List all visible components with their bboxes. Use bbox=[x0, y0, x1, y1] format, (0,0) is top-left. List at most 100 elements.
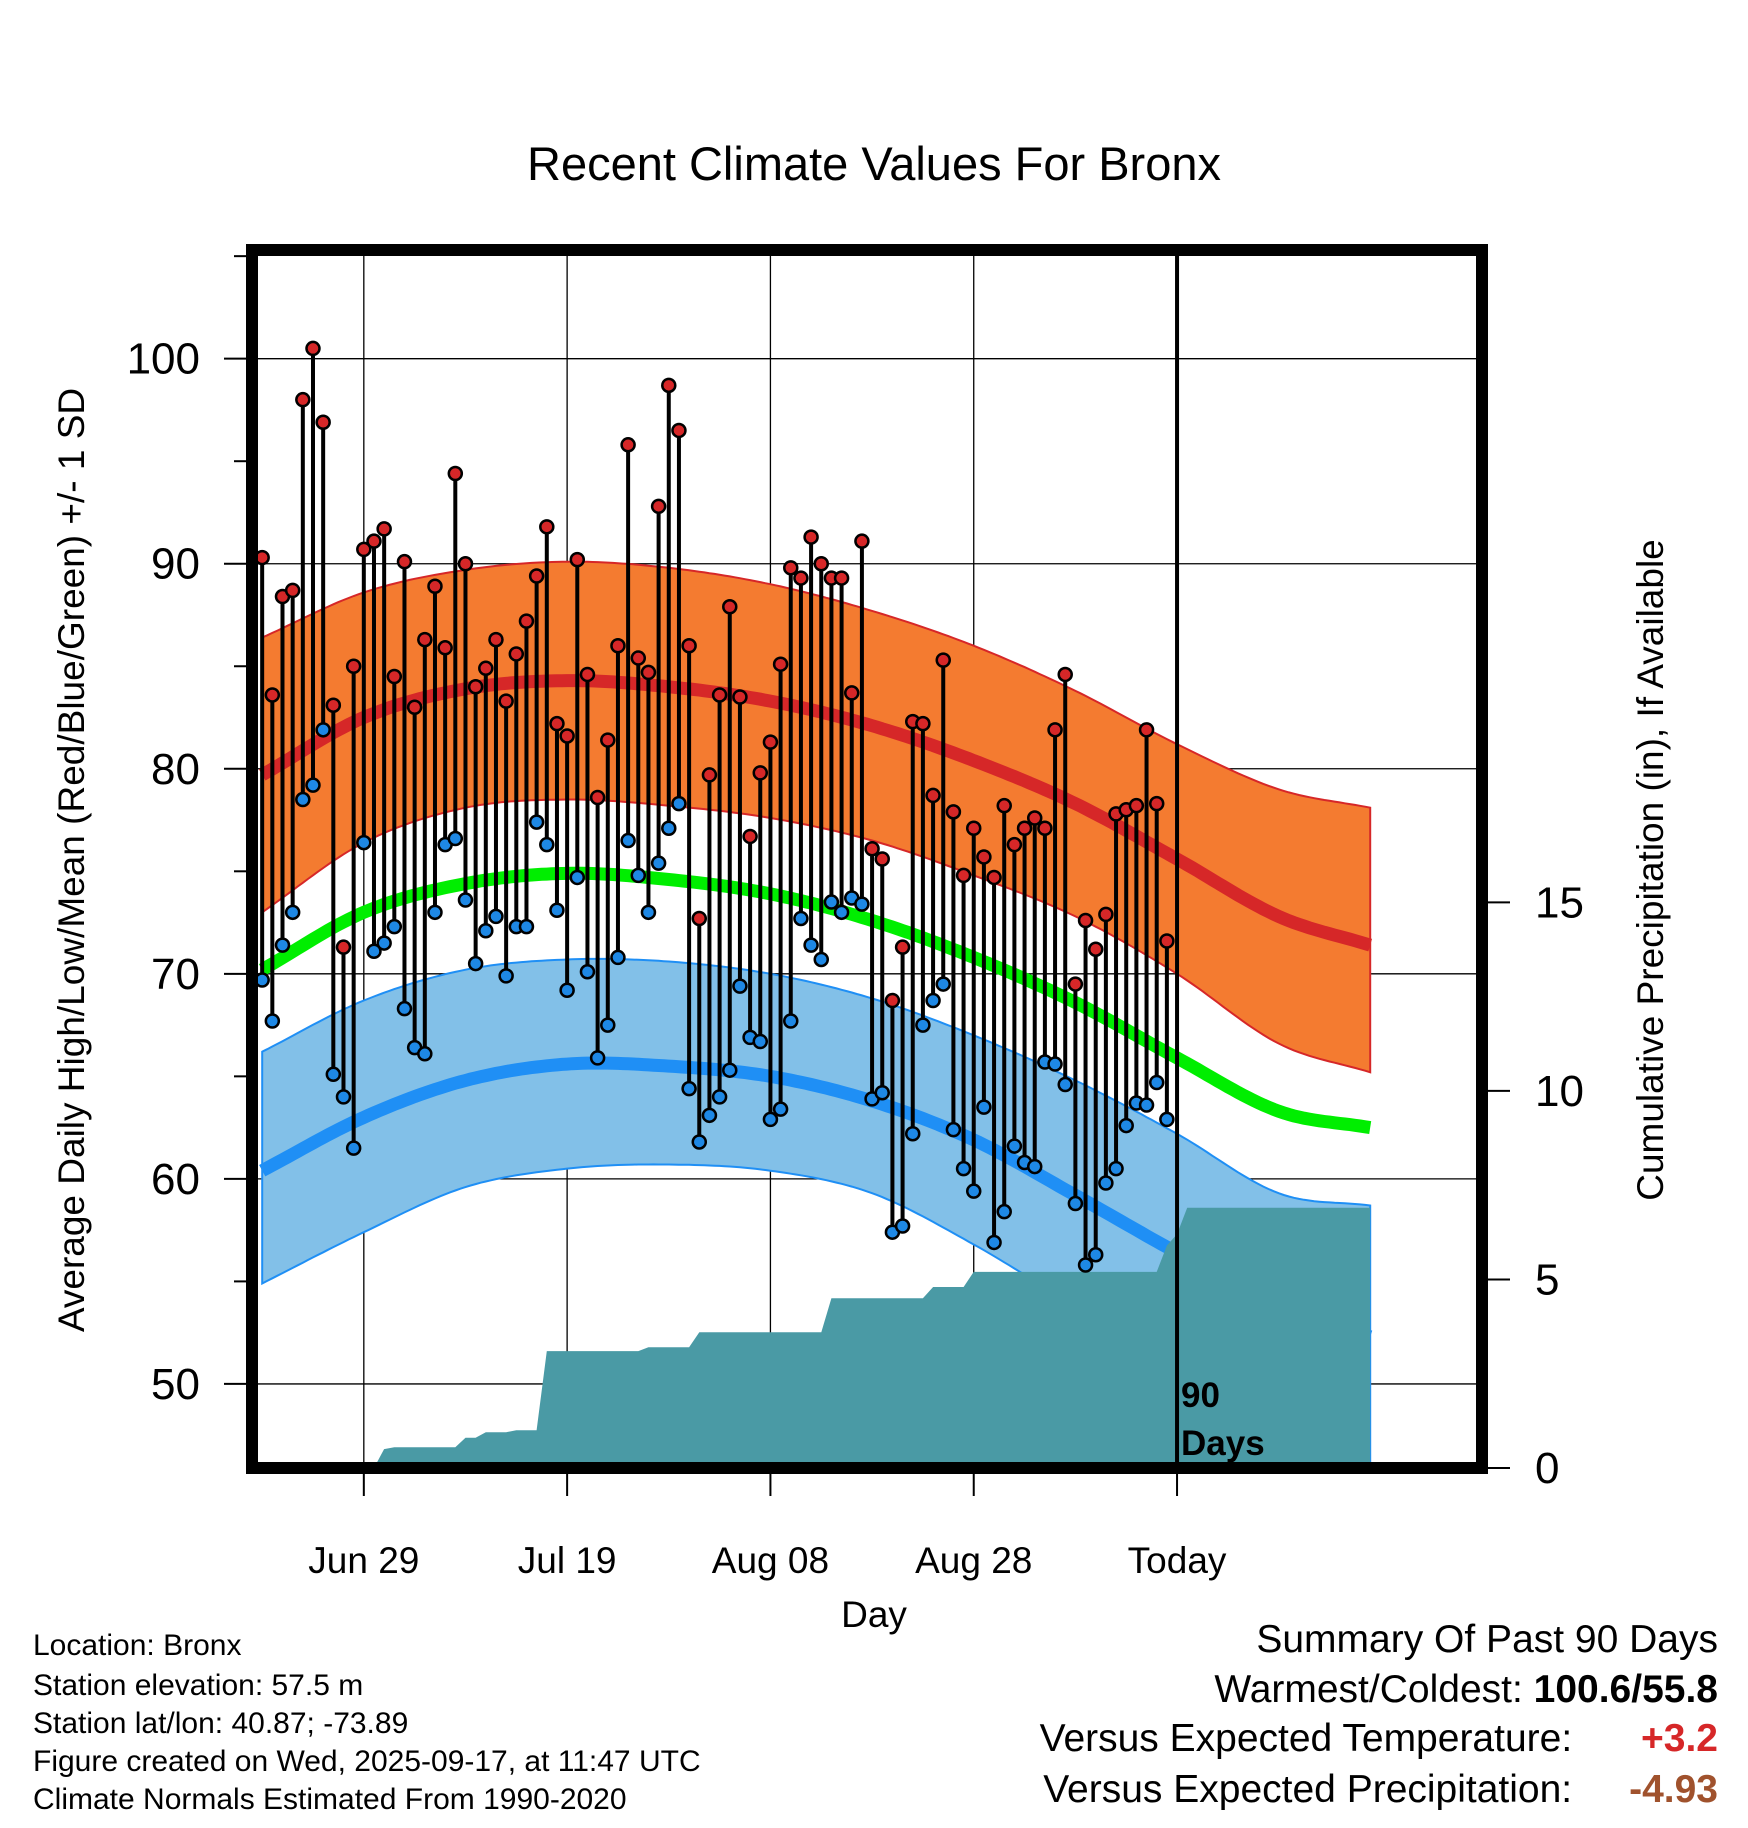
low-point bbox=[376, 935, 392, 951]
high-point bbox=[884, 992, 901, 1009]
info-location: Location: Bronx bbox=[33, 1629, 242, 1662]
high-point bbox=[752, 765, 769, 781]
low-point bbox=[467, 955, 484, 972]
low-point bbox=[976, 1099, 992, 1115]
high-point bbox=[305, 340, 321, 357]
high-point bbox=[783, 560, 799, 576]
low-point bbox=[386, 918, 403, 935]
high-point bbox=[1159, 933, 1175, 949]
low-point bbox=[1087, 1246, 1104, 1263]
high-point bbox=[1026, 810, 1043, 826]
high-point bbox=[396, 553, 413, 570]
summary-precip-departure: Versus Expected Precipitation: -4.93 bbox=[1043, 1768, 1718, 1812]
low-point bbox=[803, 937, 819, 953]
low-point bbox=[559, 982, 575, 998]
precip-departure-label: Versus Expected Precipitation: bbox=[1043, 1768, 1573, 1811]
high-point bbox=[965, 820, 982, 836]
low-point bbox=[996, 1203, 1012, 1220]
high-point bbox=[386, 668, 403, 685]
low-point bbox=[315, 722, 331, 738]
high-point bbox=[376, 521, 392, 537]
low-point bbox=[345, 1140, 362, 1156]
high-point bbox=[315, 414, 331, 430]
low-point bbox=[539, 836, 555, 853]
high-point bbox=[925, 787, 941, 804]
low-point bbox=[498, 968, 514, 984]
low-point bbox=[610, 949, 626, 966]
high-point bbox=[813, 555, 830, 572]
low-point bbox=[396, 1000, 413, 1017]
low-point bbox=[894, 1218, 911, 1234]
info-elevation: Station elevation: 57.5 m bbox=[33, 1669, 364, 1702]
high-point bbox=[427, 578, 443, 595]
low-point bbox=[335, 1089, 352, 1105]
low-point bbox=[823, 894, 840, 910]
low-point bbox=[722, 1062, 738, 1078]
low-point bbox=[661, 820, 677, 836]
low-point bbox=[711, 1089, 728, 1105]
low-point bbox=[925, 992, 941, 1009]
high-point bbox=[620, 437, 636, 453]
high-point bbox=[854, 533, 870, 549]
precip-departure-value: -4.93 bbox=[1629, 1768, 1718, 1811]
low-point bbox=[813, 951, 830, 968]
high-point bbox=[518, 613, 535, 629]
high-point bbox=[406, 699, 423, 716]
y2-tick-label: 5 bbox=[1535, 1255, 1559, 1304]
low-point bbox=[732, 978, 748, 994]
summary-heading: Summary Of Past 90 Days bbox=[1256, 1618, 1718, 1661]
low-point bbox=[935, 976, 951, 992]
low-point bbox=[701, 1107, 718, 1124]
high-point bbox=[793, 570, 809, 586]
low-point bbox=[986, 1234, 1002, 1251]
high-point bbox=[1138, 722, 1155, 738]
high-point bbox=[650, 498, 667, 515]
low-point bbox=[478, 923, 494, 939]
low-point bbox=[955, 1160, 972, 1177]
today-label-0: 90 bbox=[1181, 1376, 1220, 1415]
x-axis-label: Day bbox=[841, 1594, 907, 1635]
low-point bbox=[488, 908, 504, 925]
high-point bbox=[295, 391, 311, 408]
high-point bbox=[579, 666, 596, 683]
low-point bbox=[600, 1017, 616, 1033]
high-point bbox=[671, 422, 687, 439]
low-point bbox=[528, 814, 545, 830]
low-point bbox=[366, 943, 382, 960]
high-point bbox=[345, 658, 362, 675]
high-markers bbox=[254, 340, 1175, 1009]
high-point bbox=[844, 685, 860, 701]
low-point bbox=[549, 902, 565, 919]
y-tick-label: 70 bbox=[151, 950, 200, 999]
low-point bbox=[1118, 1117, 1134, 1134]
low-point bbox=[874, 1085, 890, 1101]
low-point bbox=[793, 910, 809, 927]
high-point bbox=[976, 849, 992, 865]
y2-tick-label: 0 bbox=[1535, 1444, 1559, 1493]
high-point bbox=[986, 869, 1002, 886]
low-point bbox=[1077, 1257, 1094, 1273]
low-point bbox=[457, 892, 474, 908]
x-tick-label: Aug 28 bbox=[915, 1540, 1032, 1581]
high-point bbox=[325, 697, 342, 713]
high-point bbox=[1016, 820, 1033, 836]
high-point bbox=[661, 377, 677, 394]
low-point bbox=[295, 791, 311, 808]
temp-departure-value: +3.2 bbox=[1641, 1717, 1718, 1760]
normal-mean-line bbox=[258, 866, 1372, 1135]
high-point bbox=[894, 939, 911, 955]
low-point bbox=[1067, 1195, 1084, 1212]
high-point bbox=[284, 582, 301, 599]
low-point bbox=[783, 1013, 799, 1029]
daily-stems bbox=[260, 348, 1169, 1265]
high-point bbox=[640, 664, 657, 681]
low-point bbox=[1138, 1097, 1155, 1113]
low-point bbox=[447, 830, 464, 847]
y-tick-label: 60 bbox=[151, 1155, 200, 1204]
high-point bbox=[417, 631, 433, 648]
high-point bbox=[1087, 941, 1104, 957]
low-point bbox=[671, 795, 687, 812]
low-point bbox=[681, 1080, 697, 1097]
high-point bbox=[264, 687, 281, 703]
